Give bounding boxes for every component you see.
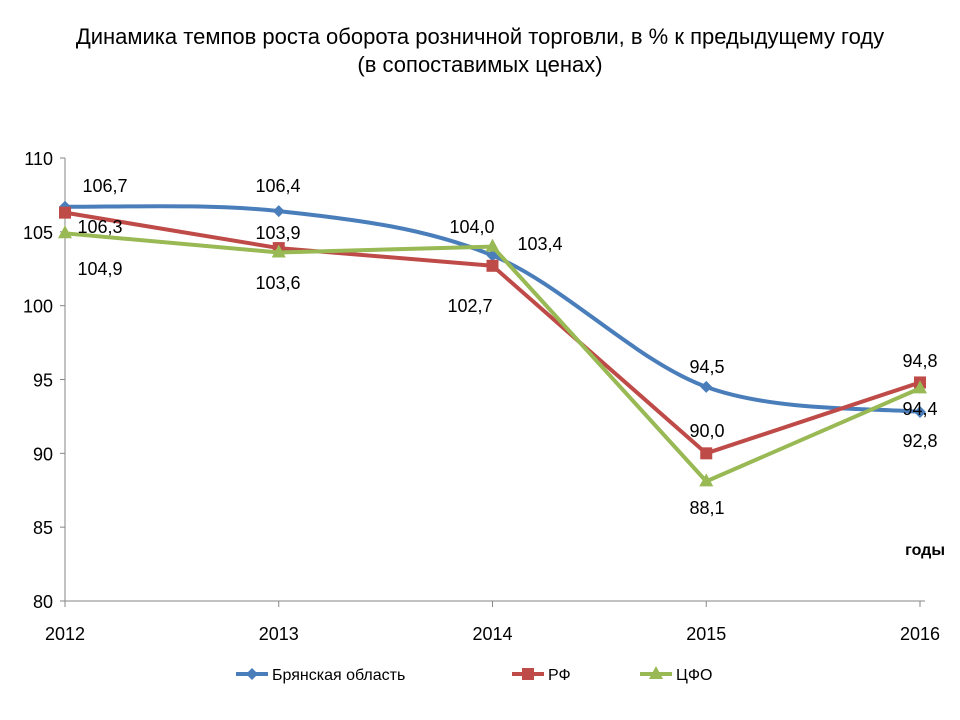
y-tick-label: 110 xyxy=(24,149,53,169)
data-label: 104,9 xyxy=(77,259,122,279)
data-label: 88,1 xyxy=(689,498,724,518)
chart-subtitle: (в сопоставимых ценах) xyxy=(357,52,603,77)
data-label: 103,6 xyxy=(255,273,300,293)
x-tick-label: 2012 xyxy=(45,624,85,644)
x-axis-label: годы xyxy=(905,542,945,559)
data-point-diamond xyxy=(700,380,713,393)
data-point-triangle xyxy=(699,473,714,487)
legend-marker xyxy=(246,668,258,680)
data-label: 103,4 xyxy=(517,234,562,254)
y-tick-label: 105 xyxy=(23,223,53,243)
data-label: 94,8 xyxy=(902,351,937,371)
data-point-triangle xyxy=(271,244,286,258)
data-label: 94,5 xyxy=(689,357,724,377)
data-point-triangle xyxy=(58,225,72,239)
x-tick-label: 2014 xyxy=(472,624,512,644)
legend-marker xyxy=(522,668,534,680)
y-tick-label: 100 xyxy=(23,297,53,317)
data-point-diamond xyxy=(272,205,285,218)
data-label: 92,8 xyxy=(902,431,937,451)
data-label: 90,0 xyxy=(689,421,724,441)
y-tick-label: 90 xyxy=(33,444,53,464)
chart-title: Динамика темпов роста оборота розничной … xyxy=(75,24,885,49)
y-tick-label: 80 xyxy=(33,592,53,612)
legend-marker xyxy=(649,666,663,679)
data-label: 106,7 xyxy=(82,176,127,196)
data-point-square xyxy=(700,447,713,460)
data-label: 102,7 xyxy=(447,296,492,316)
x-tick-label: 2016 xyxy=(900,624,940,644)
y-tick-label: 85 xyxy=(33,518,53,538)
data-label: 106,4 xyxy=(255,176,300,196)
x-tick-label: 2013 xyxy=(259,624,299,644)
x-tick-label: 2015 xyxy=(686,624,726,644)
data-label: 103,9 xyxy=(255,223,300,243)
data-point-diamond xyxy=(914,405,926,418)
legend-label: ЦФО xyxy=(676,667,712,684)
data-label: 106,3 xyxy=(77,217,122,237)
data-label: 104,0 xyxy=(449,217,494,237)
y-tick-label: 95 xyxy=(33,371,53,391)
data-point-triangle xyxy=(485,238,500,252)
data-label: 94,4 xyxy=(902,399,937,419)
data-point-square xyxy=(59,206,71,219)
data-point-square xyxy=(486,259,499,272)
legend-label: Брянская область xyxy=(272,667,405,684)
legend-label: РФ xyxy=(548,667,571,684)
data-point-triangle xyxy=(913,380,927,394)
